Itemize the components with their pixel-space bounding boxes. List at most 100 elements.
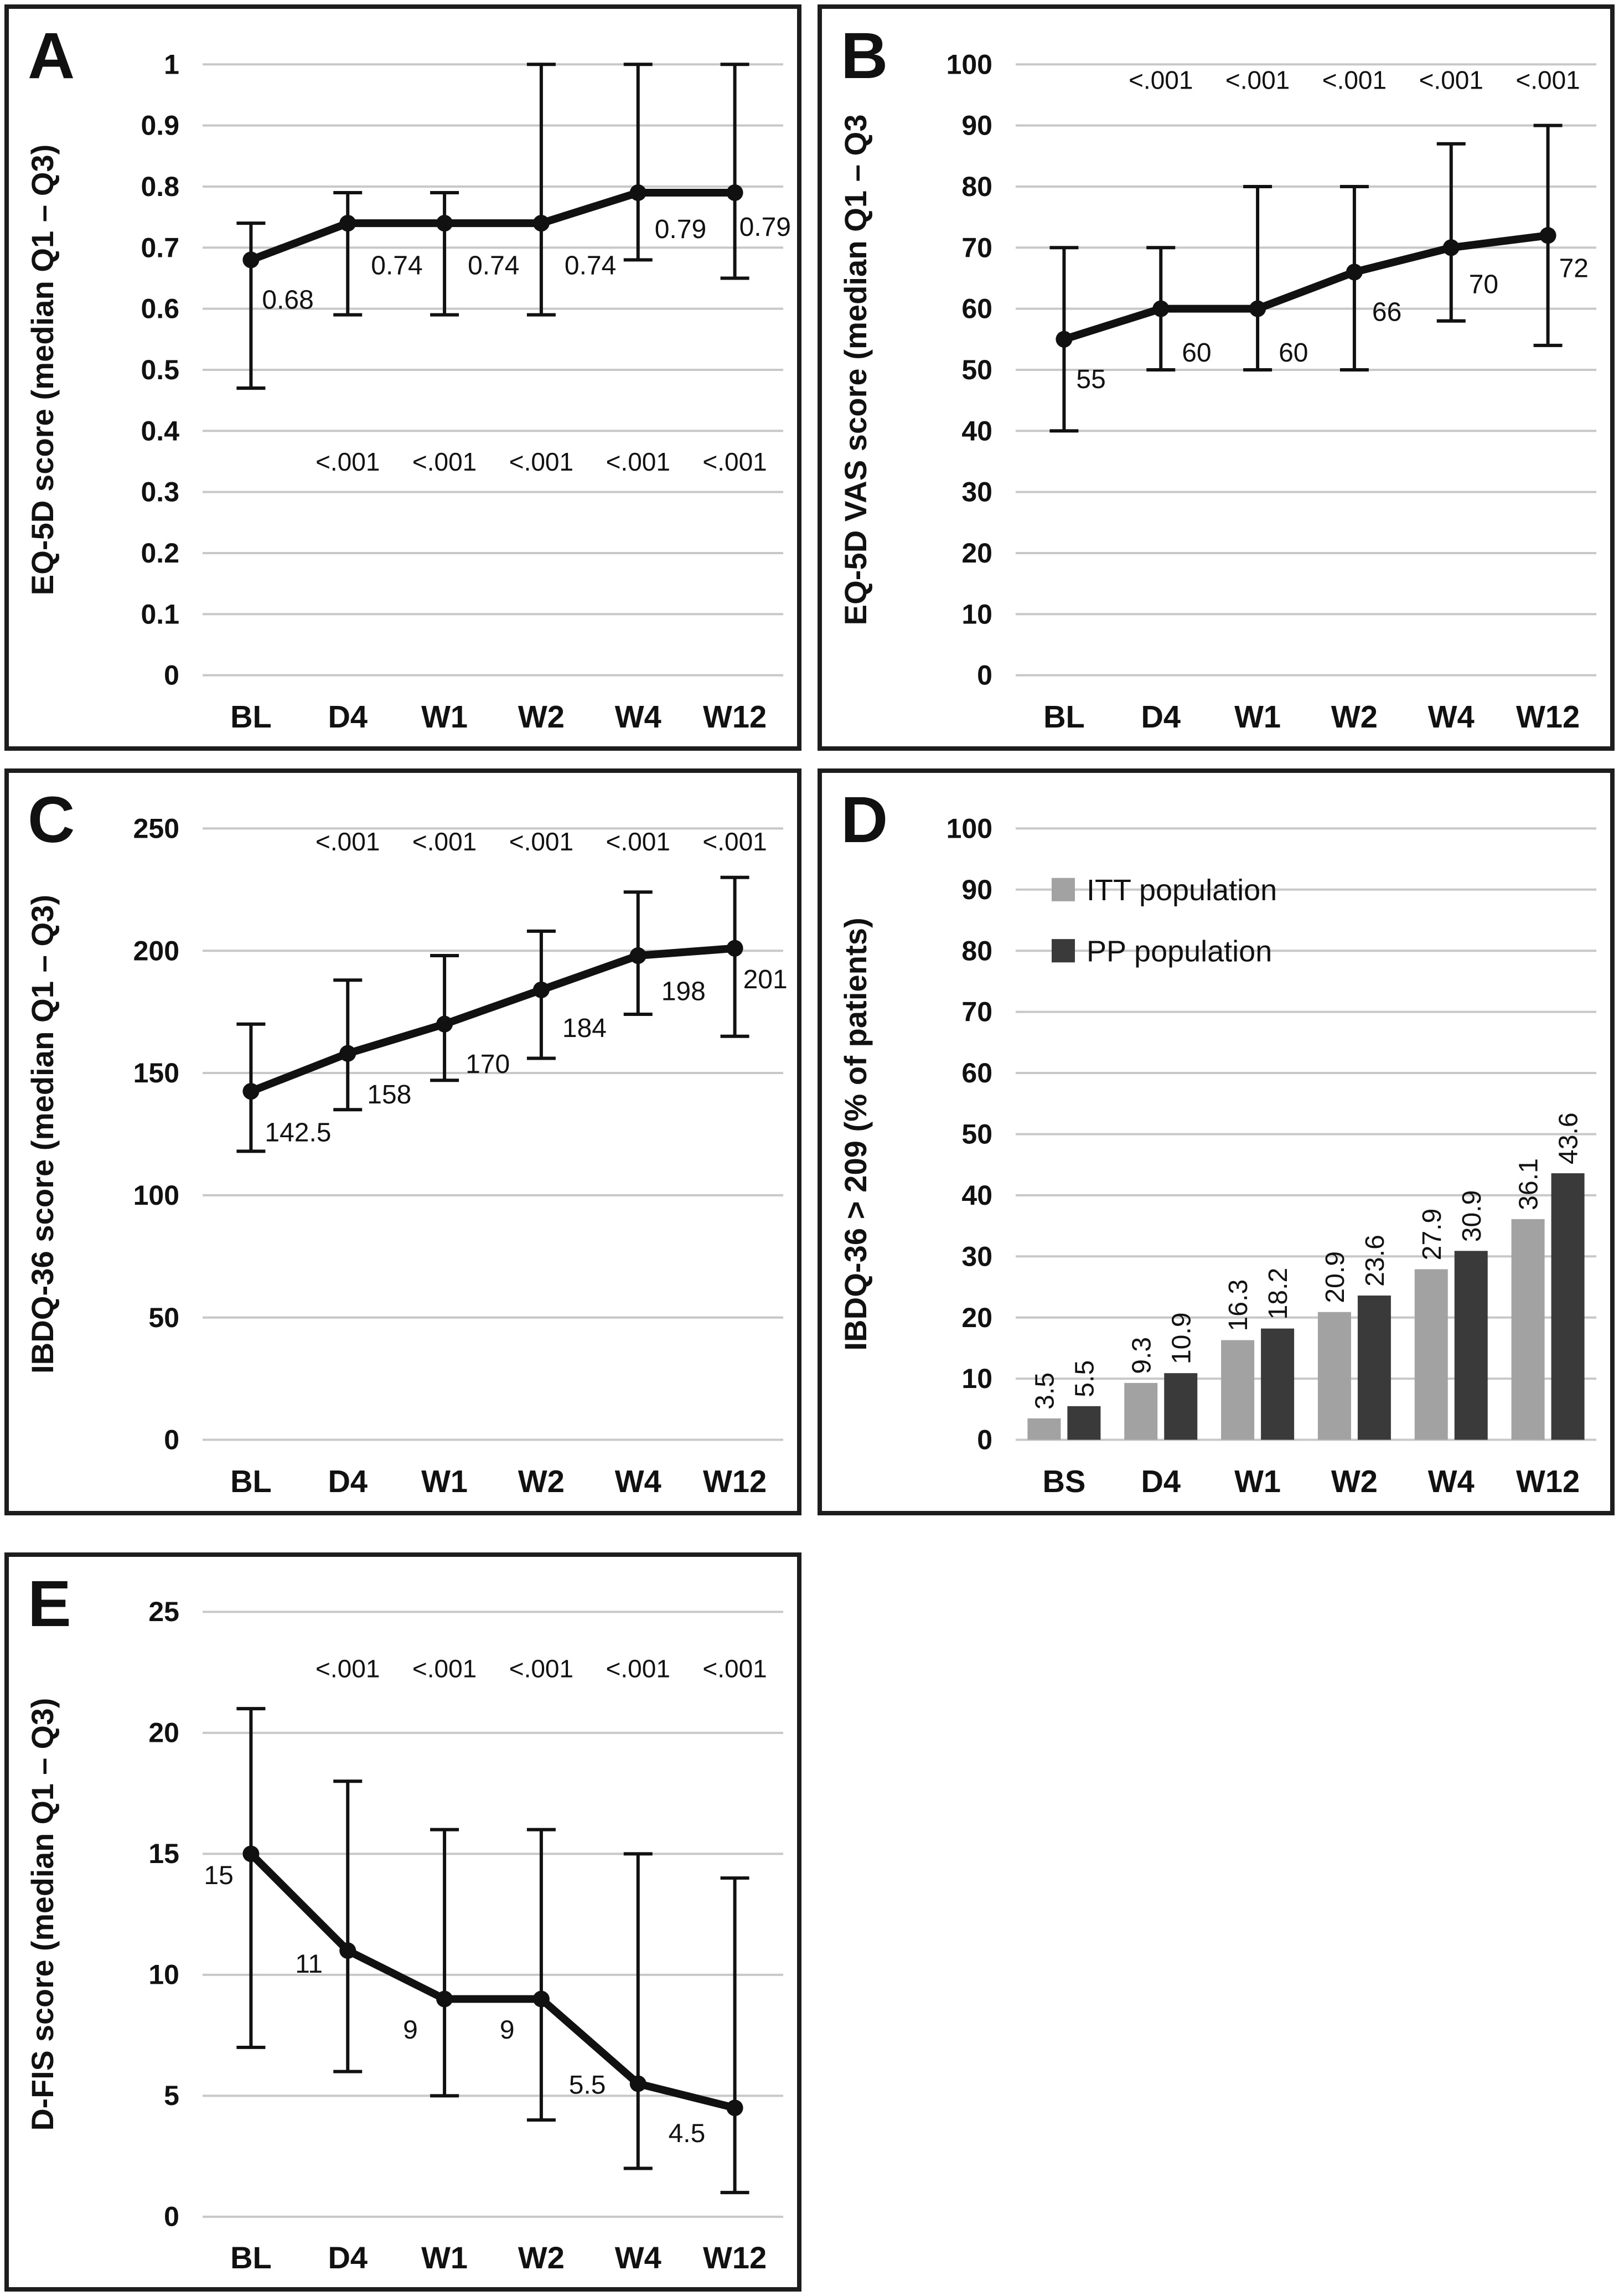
x-tick-label: W1 [421, 2240, 468, 2275]
bar-value-label: 3.5 [1030, 1373, 1059, 1410]
legend-label: ITT population [1087, 874, 1277, 907]
data-point [339, 1942, 356, 1959]
data-point [242, 1845, 260, 1862]
data-point [532, 1990, 550, 2008]
value-label: 0.74 [565, 250, 616, 280]
x-tick-label: W4 [615, 1464, 661, 1499]
value-label: 72 [1559, 253, 1589, 283]
itt-bar [1317, 1312, 1351, 1440]
y-tick-label: 0.8 [141, 171, 179, 202]
data-point [436, 1990, 453, 2008]
pp-bar [1454, 1251, 1488, 1440]
x-tick-label: W1 [1234, 699, 1281, 734]
y-tick-label: 0 [977, 1424, 992, 1455]
value-label: 0.74 [468, 250, 519, 280]
x-tick-label: D4 [328, 2240, 368, 2275]
panel-d-letter: D [841, 783, 888, 857]
y-tick-label: 250 [133, 813, 179, 844]
x-tick-label: D4 [328, 1464, 368, 1499]
p-value-label: <.001 [702, 447, 767, 476]
value-label: 184 [562, 1013, 607, 1043]
data-line [247, 188, 739, 264]
bar-value-label: 18.2 [1263, 1268, 1293, 1320]
data-point [1152, 300, 1170, 317]
x-tick-label: BS [1043, 1464, 1086, 1499]
bar-value-label: 30.9 [1457, 1190, 1487, 1242]
value-label: 5.5 [569, 2071, 606, 2100]
itt-bar [1124, 1382, 1158, 1440]
value-label: 170 [465, 1049, 510, 1079]
value-label: 201 [743, 964, 788, 994]
data-line [1060, 231, 1552, 343]
data-point [436, 1015, 453, 1033]
value-label: 55 [1076, 364, 1105, 394]
panel-c-chart: 250 200 150 100 50 0 IBDQ-36 score (median Q1 … [25, 813, 788, 1499]
data-point [1056, 331, 1073, 348]
legend-swatch [1052, 939, 1075, 963]
x-tick-label: W12 [703, 699, 767, 734]
x-tick-label: BL [230, 2240, 272, 2275]
pp-bar [1261, 1328, 1295, 1440]
bar-value-label: 9.3 [1126, 1337, 1156, 1374]
y-axis-title: EQ-5D VAS score (median Q1 – Q3 [838, 115, 873, 626]
x-tick-label: W2 [1331, 1464, 1378, 1499]
itt-bar [1511, 1219, 1545, 1440]
data-point [1539, 227, 1556, 244]
p-value-label: <.001 [1225, 65, 1290, 94]
y-tick-label: 70 [961, 232, 992, 263]
x-tick-label: D4 [328, 699, 368, 734]
x-tick-label: W4 [1428, 1464, 1475, 1499]
panel-a: A 1 0.9 0.8 0.7 0.6 0.5 0.4 0.3 0.2 0.1 0 EQ-5D sco… [4, 4, 801, 751]
x-tick-label: W2 [1331, 699, 1378, 734]
y-tick-label: 0.9 [141, 110, 179, 141]
value-label: 15 [204, 1861, 233, 1890]
y-tick-label: 0.1 [141, 598, 179, 630]
value-label: 11 [295, 1949, 323, 1979]
bar-value-label: 23.6 [1360, 1235, 1390, 1287]
x-tick-label: D4 [1141, 699, 1181, 734]
p-value-label: <.001 [606, 447, 670, 476]
y-tick-label: 15 [148, 1838, 179, 1869]
x-tick-label: W1 [421, 1464, 468, 1499]
pp-bar [1164, 1373, 1198, 1440]
y-tick-label: 0 [164, 2201, 179, 2232]
x-tick-label: W12 [703, 2240, 767, 2275]
x-tick-label: BL [230, 1464, 272, 1499]
y-tick-label: 100 [946, 49, 992, 80]
data-point [242, 1083, 260, 1100]
data-point [436, 215, 453, 232]
y-tick-label: 0 [164, 660, 179, 691]
value-label: 142.5 [265, 1117, 331, 1147]
y-tick-label: 50 [961, 354, 992, 385]
p-value-label: <.001 [1322, 65, 1387, 94]
y-tick-label: 10 [961, 1363, 992, 1394]
data-point [242, 251, 260, 269]
p-value-label: <.001 [412, 447, 477, 476]
data-point [339, 215, 356, 232]
data-point [726, 940, 743, 957]
x-tick-label: W2 [518, 2240, 565, 2275]
pp-bar [1551, 1173, 1585, 1440]
y-tick-label: 25 [148, 1596, 179, 1627]
y-tick-label: 0 [164, 1424, 179, 1455]
panel-e: E 25 20 15 10 5 0 D-FIS score (median Q1 – Q3)… [4, 1552, 801, 2292]
bar-value-label: 10.9 [1166, 1312, 1196, 1364]
p-value-label: <.001 [315, 447, 380, 476]
panel-c: C 250 200 150 100 50 0 IBDQ-36 score (median Q… [4, 768, 801, 1515]
y-tick-label: 50 [148, 1302, 179, 1333]
y-tick-label: 100 [946, 813, 992, 844]
data-point [726, 2099, 743, 2117]
value-label: 60 [1279, 338, 1308, 368]
itt-bar [1414, 1269, 1448, 1440]
y-tick-label: 0 [977, 660, 992, 691]
value-label: 9 [403, 2015, 418, 2045]
value-label: 0.79 [739, 212, 791, 242]
y-tick-label: 20 [148, 1717, 179, 1748]
data-point [339, 1045, 356, 1062]
pp-bar [1067, 1406, 1101, 1440]
panel-e-letter: E [28, 1567, 71, 1640]
value-label: 0.79 [655, 214, 706, 244]
p-value-label: <.001 [606, 1654, 670, 1683]
y-tick-label: 0.6 [141, 293, 179, 324]
